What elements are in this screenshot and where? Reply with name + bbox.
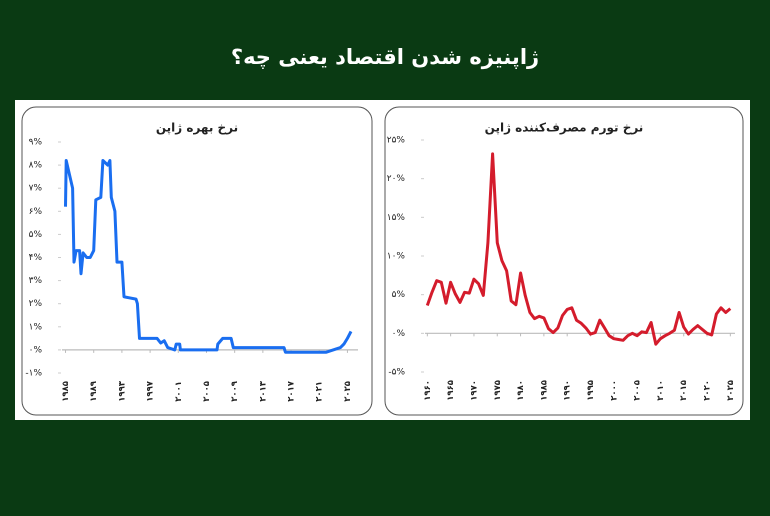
x-tick-label: ۲۰۰۰ xyxy=(609,380,619,401)
y-tick-label: -۱% xyxy=(25,369,42,379)
y-tick-label: ۱% xyxy=(29,322,43,332)
x-tick-label: ۱۹۸۹ xyxy=(89,380,99,402)
y-tick-label: ۵% xyxy=(392,290,406,300)
y-tick-label: ۹% xyxy=(29,138,43,148)
y-tick-label: ۲% xyxy=(29,299,43,309)
chart-title: نرخ تورم مصرف‌کننده ژاپن xyxy=(485,121,644,136)
data-line xyxy=(425,152,732,346)
x-tick-label: ۱۹۶۰ xyxy=(423,380,433,401)
y-tick-label: ۶% xyxy=(29,207,43,217)
x-tick-label: ۲۰۲۵ xyxy=(726,380,736,401)
y-tick-label: ۳% xyxy=(29,276,43,286)
panel xyxy=(15,100,750,420)
x-tick-label: ۲۰۰۵ xyxy=(633,380,643,401)
x-tick-label: ۲۰۰۵ xyxy=(202,381,212,402)
y-tick-label: ۱۰% xyxy=(387,252,406,262)
data-line xyxy=(64,159,353,354)
x-tick-label: ۱۹۹۵ xyxy=(586,380,596,401)
x-tick-label: ۱۹۸۵ xyxy=(61,381,71,402)
x-tick-label: ۲۰۱۵ xyxy=(679,380,689,401)
y-tick-label: ۵% xyxy=(29,230,43,240)
y-tick-label: -۵% xyxy=(388,368,405,378)
x-tick-label: ۲۰۲۰ xyxy=(703,380,713,401)
x-tick-label: ۲۰۱۰ xyxy=(656,380,666,401)
y-tick-label: ۲۵% xyxy=(387,136,406,146)
x-tick-label: ۱۹۷۵ xyxy=(493,380,503,401)
x-tick-label: ۱۹۹۷ xyxy=(146,380,156,402)
x-tick-label: ۱۹۷۰ xyxy=(469,380,479,401)
y-tick-label: ۱۵% xyxy=(387,213,406,223)
y-tick-label: ۷% xyxy=(29,184,43,194)
chart-frame xyxy=(21,106,373,416)
y-tick-label: ۲۰% xyxy=(387,174,406,184)
x-tick-label: ۱۹۹۰ xyxy=(563,380,573,401)
x-tick-label: ۲۰۲۵ xyxy=(343,381,353,402)
x-tick-label: ۱۹۸۵ xyxy=(539,380,549,401)
x-tick-label: ۲۰۰۹ xyxy=(230,380,240,402)
y-tick-label: ۸% xyxy=(29,161,43,171)
x-tick-label: ۲۰۲۱ xyxy=(315,381,325,402)
x-tick-label: ۲۰۰۱ xyxy=(174,381,184,402)
y-tick-label: ۰% xyxy=(392,329,406,339)
y-tick-label: ۰% xyxy=(29,345,43,355)
chart-title: نرخ بهره ژاپن xyxy=(156,121,238,135)
x-tick-label: ۲۰۱۳ xyxy=(258,380,268,402)
page-title: ژاپنیزه شدن اقتصاد یعنی چه؟ xyxy=(231,45,539,69)
x-tick-label: ۲۰۱۷ xyxy=(287,380,297,402)
y-tick-label: ۴% xyxy=(29,253,43,263)
x-tick-label: ۱۹۸۰ xyxy=(516,380,526,401)
x-tick-label: ۱۹۶۵ xyxy=(446,380,456,401)
x-tick-label: ۱۹۹۳ xyxy=(117,380,127,402)
chart-frame xyxy=(384,106,744,416)
